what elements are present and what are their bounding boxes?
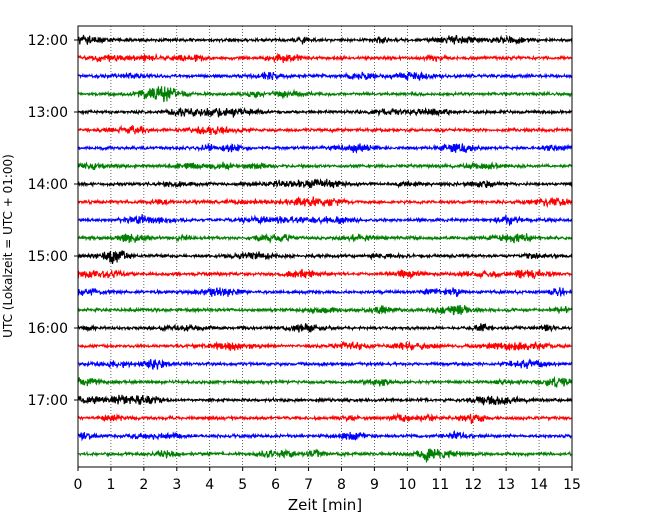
x-tick-label: 1 <box>106 477 115 493</box>
y-tick-label: 15:00 <box>28 249 68 265</box>
trace-line <box>77 161 573 171</box>
x-tick-label: 10 <box>398 477 416 493</box>
y-tick-label: 16:00 <box>28 321 68 337</box>
trace-line <box>77 142 573 154</box>
y-axis: 12:00 13:00 14:00 15:00 16:00 17:00 <box>28 33 78 409</box>
x-tick-label: 15 <box>563 477 581 493</box>
x-tick-label: 11 <box>431 477 449 493</box>
trace-line <box>77 249 573 265</box>
trace-line <box>77 268 573 280</box>
trace-line <box>77 304 573 316</box>
trace-line <box>77 375 573 388</box>
x-axis: 0 1 2 3 4 5 6 7 8 9 10 11 12 13 14 15 <box>74 467 581 493</box>
trace-line <box>77 106 573 118</box>
seismic-traces <box>77 34 573 463</box>
y-tick-label: 12:00 <box>28 33 68 49</box>
trace-line <box>77 340 573 352</box>
x-tick-label: 13 <box>497 477 515 493</box>
trace-line <box>77 430 573 442</box>
x-tick-label: 6 <box>271 477 280 493</box>
trace-line <box>77 196 573 209</box>
x-tick-label: 14 <box>530 477 548 493</box>
x-tick-label: 9 <box>370 477 379 493</box>
x-tick-label: 8 <box>337 477 346 493</box>
trace-line <box>77 448 573 463</box>
trace-line <box>77 34 573 45</box>
x-axis-label: Zeit [min] <box>288 496 362 514</box>
trace-line <box>77 394 573 406</box>
trace-line <box>77 70 573 81</box>
y-tick-label: 17:00 <box>28 393 68 409</box>
plot-frame <box>77 25 573 468</box>
trace-line <box>77 232 573 244</box>
x-tick-label: 5 <box>238 477 247 493</box>
trace-line <box>77 412 573 424</box>
trace-line <box>77 124 573 136</box>
y-tick-label: 13:00 <box>28 105 68 121</box>
y-tick-label: 14:00 <box>28 177 68 193</box>
trace-line <box>77 178 573 189</box>
x-tick-label: 12 <box>464 477 482 493</box>
trace-line <box>77 214 573 227</box>
x-tick-label: 4 <box>205 477 214 493</box>
x-tick-label: 3 <box>172 477 181 493</box>
trace-line <box>77 86 573 103</box>
trace-line <box>77 323 573 333</box>
trace-line <box>77 358 573 370</box>
y-axis-label: UTC (Lokalzeit = UTC + 01:00) <box>1 154 15 338</box>
x-tick-label: 7 <box>304 477 313 493</box>
x-tick-label: 2 <box>139 477 148 493</box>
x-tick-label: 0 <box>74 477 83 493</box>
trace-line <box>77 287 573 298</box>
trace-line <box>77 52 573 64</box>
